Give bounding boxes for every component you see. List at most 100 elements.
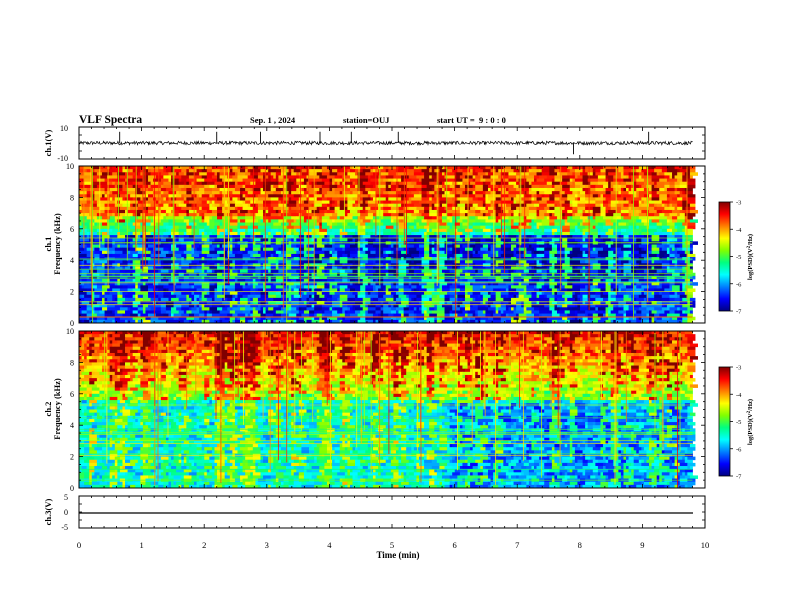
spectrogram-cell (107, 194, 116, 198)
spectrogram-cell (510, 275, 514, 280)
spectrogram-cell (263, 175, 266, 179)
spectrogram-cell (148, 272, 154, 277)
spectrogram-cell (666, 269, 675, 274)
spectrogram-cell (577, 225, 586, 230)
spectrogram-cell (441, 194, 448, 198)
spectrogram-cell (567, 244, 576, 249)
spectrogram-cell (306, 197, 310, 201)
spectrogram-cell (429, 181, 438, 186)
spectrogram-cell (559, 200, 566, 205)
spectrogram-cell (457, 279, 463, 283)
spectrogram-cell (102, 231, 108, 236)
spectrogram-cell (559, 169, 568, 173)
spectrogram-cell (288, 178, 292, 183)
spectrogram-cell (429, 247, 433, 252)
spectrogram-cell (79, 250, 88, 255)
spectrogram-cell (148, 275, 151, 280)
spectrogram-cell (490, 285, 499, 289)
spectrogram-cell (107, 200, 116, 205)
spectrogram-cell (380, 238, 389, 242)
spectrogram-cell (293, 235, 300, 239)
spectrogram-cell (403, 206, 407, 211)
spectrogram-cell (495, 260, 504, 264)
spectrogram-cell (298, 191, 305, 195)
spectrogram-cell (237, 209, 241, 214)
spectrogram-cell (684, 172, 691, 176)
spectrogram-cell (546, 288, 553, 292)
spectrogram-cell (628, 213, 632, 217)
spectrogram-cell (521, 213, 530, 217)
spectrogram-cell (160, 282, 169, 286)
spectrogram-cell (664, 175, 670, 179)
spectrogram-cell (303, 206, 310, 211)
spectrogram-cell (309, 272, 313, 277)
spectrogram-cell (263, 272, 266, 277)
spectrogram-cell (125, 197, 134, 201)
spectrogram-cell (577, 272, 583, 277)
spectrogram-cell (508, 253, 514, 258)
spectrogram-cell (452, 250, 461, 255)
spectrogram-cell (119, 282, 128, 286)
spectrogram-cell (684, 225, 688, 230)
spectrogram-cell (270, 285, 277, 289)
spectrogram-cell (452, 238, 456, 242)
spectrogram-cell (309, 219, 318, 223)
spectrogram-cell (217, 285, 223, 289)
spectrogram-cell (495, 203, 499, 208)
spectrogram-cell (487, 187, 491, 192)
spectrogram-cell (638, 194, 645, 198)
spectrogram-cell (569, 203, 573, 208)
spectrogram-cell (582, 272, 586, 277)
spectrogram-cell (641, 197, 647, 201)
spectrogram-cell (245, 172, 251, 176)
spectrogram-cell (395, 197, 402, 201)
spectrogram-cell (117, 187, 123, 192)
spectrogram-cell (615, 219, 622, 223)
spectrogram-cell (114, 225, 121, 230)
spectrogram-cell (352, 216, 359, 220)
spectrogram-cell (301, 187, 305, 192)
spectrogram-cell (674, 253, 681, 258)
spectrogram-cell (539, 244, 545, 249)
spectrogram-cell (224, 235, 228, 239)
spectrogram-cell (370, 187, 379, 192)
spectrogram-cell (227, 235, 233, 239)
spectrogram-cell (597, 260, 601, 264)
spectrogram-cell (500, 288, 507, 292)
spectrogram-cell (687, 238, 693, 242)
spectrogram-cell (109, 166, 113, 170)
spectrogram-cell (194, 238, 203, 242)
spectrogram-cell (306, 291, 315, 296)
spectrogram-cell (534, 203, 540, 208)
spectrogram-cell (429, 191, 435, 195)
spectrogram-cell (344, 203, 348, 208)
spectrogram-cell (355, 260, 361, 264)
spectrogram-cell (372, 279, 376, 283)
spectrogram-cell (288, 288, 292, 292)
spectrogram-cell (301, 228, 307, 233)
spectrogram-cell (176, 244, 182, 249)
spectrogram-cell (263, 184, 272, 189)
spectrogram-cell (490, 203, 494, 208)
spectrogram-cell (536, 247, 545, 252)
spectrogram-cell (383, 222, 392, 227)
spectrogram-cell (296, 279, 302, 283)
spectrogram-cell (482, 269, 491, 274)
spectrogram-cell (191, 206, 200, 211)
spectrogram-cell (605, 172, 609, 176)
spectrogram-cell (574, 169, 583, 173)
spectrogram-cell (314, 288, 323, 292)
spectrogram-cell (689, 169, 696, 173)
spectrogram-cell (255, 203, 259, 208)
spectrogram-cell (222, 291, 226, 296)
spectrogram-cell (245, 231, 249, 236)
spectrogram-cell (183, 200, 190, 205)
spectrogram-cell (342, 178, 346, 183)
spectrogram-cell (485, 238, 489, 242)
spectrogram-cell (666, 275, 673, 280)
spectrogram-cell (362, 279, 371, 283)
spectrogram-cell (480, 222, 486, 227)
spectrogram-cell (117, 178, 126, 183)
spectrogram-cell (485, 206, 489, 211)
spectrogram-cell (470, 250, 474, 255)
